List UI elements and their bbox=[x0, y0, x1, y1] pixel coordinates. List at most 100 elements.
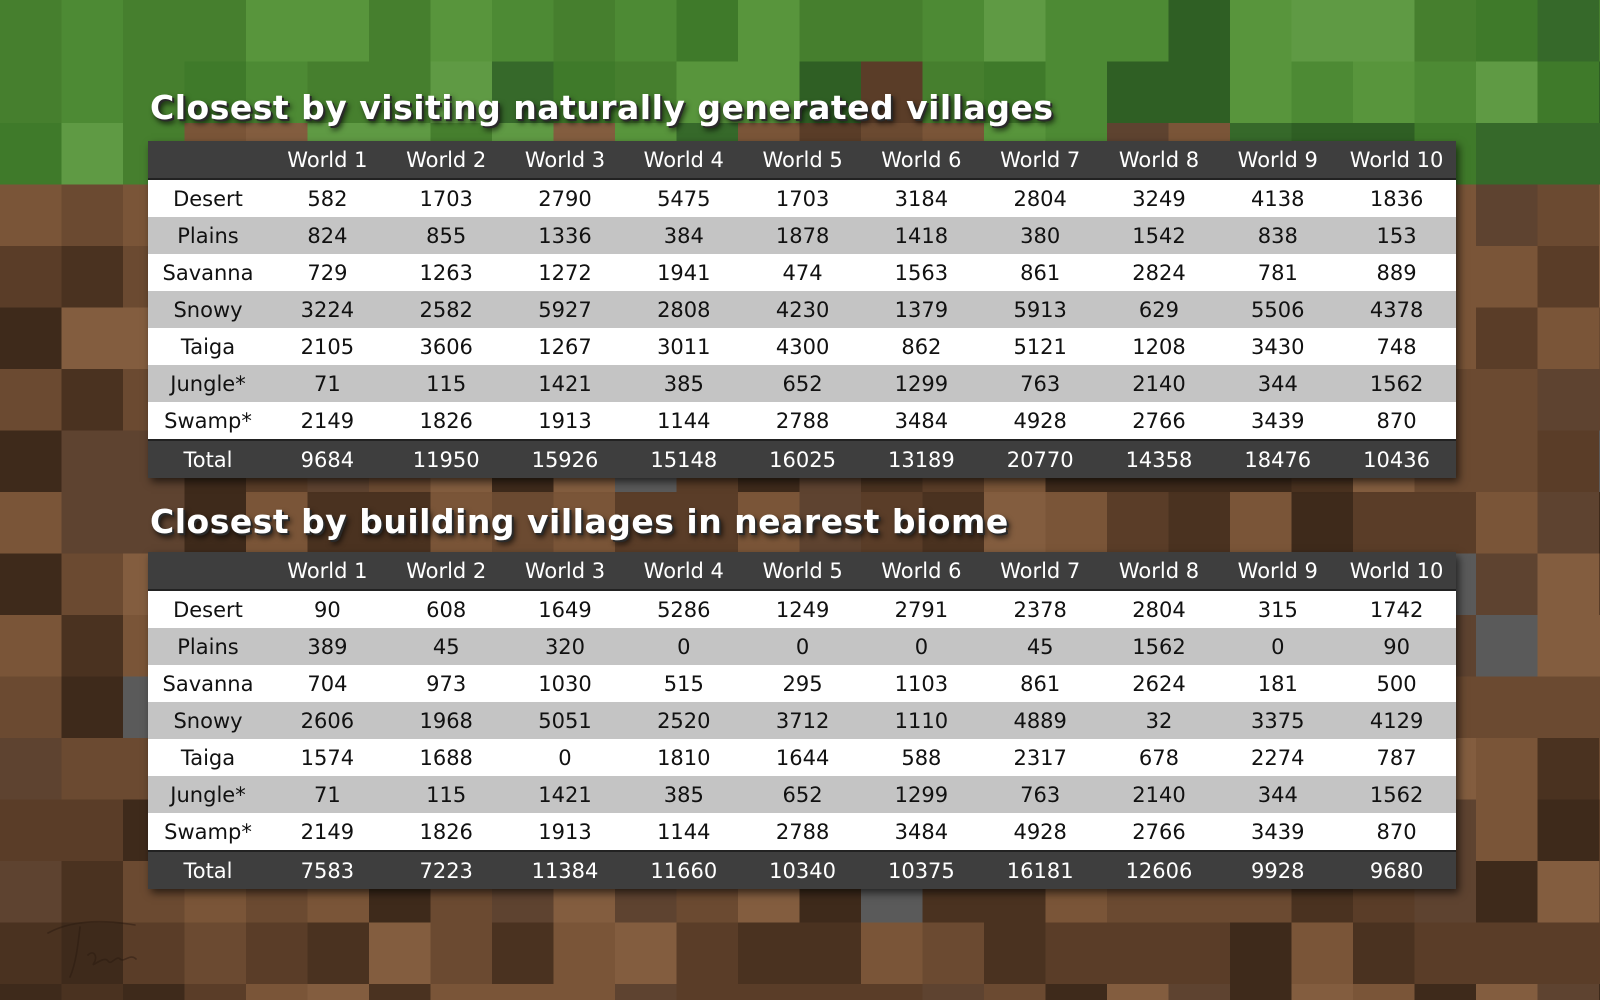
background-block bbox=[1230, 984, 1293, 1000]
background-block bbox=[61, 123, 124, 186]
background-block bbox=[1476, 615, 1539, 678]
total-row: Total 9684 11950 15926 15148 16025 13189 20770 1… bbox=[148, 439, 1456, 478]
background-block bbox=[492, 984, 555, 1000]
value-cell: 1649 bbox=[505, 590, 625, 628]
background-block bbox=[307, 492, 370, 555]
value-cell: 0 bbox=[624, 628, 744, 665]
background-block bbox=[676, 492, 739, 555]
column-header: World 6 bbox=[861, 141, 981, 180]
background-block bbox=[1107, 492, 1170, 555]
value-cell: 2606 bbox=[268, 702, 387, 739]
value-cell: 2149 bbox=[268, 402, 387, 440]
value-cell: 2804 bbox=[1099, 590, 1219, 628]
background-block bbox=[123, 61, 186, 124]
background-block bbox=[1537, 0, 1600, 63]
background-block bbox=[307, 984, 370, 1000]
background-block bbox=[246, 61, 309, 124]
table-1-title: Closest by visiting naturally generated … bbox=[150, 88, 1054, 127]
value-cell: 389 bbox=[268, 628, 387, 665]
value-cell: 729 bbox=[268, 254, 387, 291]
background-block bbox=[1168, 492, 1231, 555]
value-cell: 4300 bbox=[743, 328, 862, 365]
value-cell: 4928 bbox=[980, 813, 1100, 851]
value-cell: 5927 bbox=[505, 291, 625, 328]
column-header: World 9 bbox=[1218, 141, 1338, 180]
background-block bbox=[492, 492, 555, 555]
value-cell: 629 bbox=[1099, 291, 1219, 328]
value-cell: 380 bbox=[980, 217, 1100, 254]
row-label: Taiga bbox=[148, 328, 268, 365]
background-block bbox=[1353, 984, 1416, 1000]
column-header: World 4 bbox=[624, 552, 744, 591]
background-block bbox=[1107, 61, 1170, 124]
value-cell: 1941 bbox=[624, 254, 744, 291]
background-block bbox=[0, 922, 63, 985]
value-cell: 2808 bbox=[624, 291, 744, 328]
value-cell: 32 bbox=[1099, 702, 1219, 739]
value-cell: 1836 bbox=[1337, 179, 1456, 217]
background-block bbox=[1414, 0, 1477, 63]
value-cell: 1563 bbox=[861, 254, 981, 291]
value-cell: 1688 bbox=[386, 739, 506, 776]
table-row: Jungle* 71 115 1421 385 652 1299 763 2140 344 1562 bbox=[148, 776, 1456, 813]
table-row: Plains 389 45 320 0 0 0 45 1562 0 90 bbox=[148, 628, 1456, 665]
value-cell: 71 bbox=[268, 776, 387, 813]
value-cell: 652 bbox=[743, 776, 862, 813]
row-label: Desert bbox=[148, 590, 268, 628]
total-cell: 12606 bbox=[1099, 850, 1219, 889]
background-block bbox=[1476, 61, 1539, 124]
value-cell: 5051 bbox=[505, 702, 625, 739]
table-row: Jungle* 71 115 1421 385 652 1299 763 2140 344 1562 bbox=[148, 365, 1456, 402]
value-cell: 1703 bbox=[386, 179, 506, 217]
background-block bbox=[369, 492, 432, 555]
background-block bbox=[246, 922, 309, 985]
table-built-villages: World 1 World 2 World 3 World 4 World 5 World… bbox=[148, 552, 1456, 889]
background-block bbox=[1537, 615, 1600, 678]
background-block bbox=[61, 369, 124, 432]
value-cell: 1144 bbox=[624, 813, 744, 851]
background-block bbox=[676, 984, 739, 1000]
total-cell: 15926 bbox=[505, 439, 625, 478]
background-block bbox=[1353, 492, 1416, 555]
table-row: Savanna 704 973 1030 515 295 1103 861 2624 181 500 bbox=[148, 665, 1456, 702]
background-block bbox=[984, 492, 1047, 555]
background-block bbox=[1476, 738, 1539, 801]
value-cell: 2766 bbox=[1099, 813, 1219, 851]
background-block bbox=[1476, 676, 1539, 739]
value-cell: 1267 bbox=[505, 328, 625, 365]
value-cell: 2378 bbox=[980, 590, 1100, 628]
background-block bbox=[984, 984, 1047, 1000]
background-block bbox=[369, 984, 432, 1000]
value-cell: 1644 bbox=[743, 739, 862, 776]
value-cell: 1826 bbox=[386, 402, 506, 440]
value-cell: 3224 bbox=[268, 291, 387, 328]
background-block bbox=[123, 922, 186, 985]
value-cell: 474 bbox=[743, 254, 862, 291]
background-block bbox=[1476, 184, 1539, 247]
value-cell: 2791 bbox=[861, 590, 981, 628]
background-block bbox=[61, 922, 124, 985]
value-cell: 0 bbox=[861, 628, 981, 665]
background-block bbox=[799, 984, 862, 1000]
table-row: Swamp* 2149 1826 1913 1144 2788 3484 4928 2766 34… bbox=[148, 402, 1456, 440]
value-cell: 1263 bbox=[386, 254, 506, 291]
value-cell: 315 bbox=[1218, 590, 1338, 628]
background-block bbox=[61, 861, 124, 924]
background-block bbox=[61, 430, 124, 493]
value-cell: 385 bbox=[624, 776, 744, 813]
background-block bbox=[1476, 246, 1539, 309]
background-block bbox=[1537, 799, 1600, 862]
column-header: World 2 bbox=[386, 552, 506, 591]
background-block bbox=[123, 0, 186, 63]
background-block bbox=[922, 922, 985, 985]
value-cell: 704 bbox=[268, 665, 387, 702]
value-cell: 115 bbox=[386, 365, 506, 402]
row-label: Snowy bbox=[148, 291, 268, 328]
background-block bbox=[615, 492, 678, 555]
column-header: World 10 bbox=[1337, 552, 1456, 591]
value-cell: 344 bbox=[1218, 365, 1338, 402]
total-cell: 20770 bbox=[980, 439, 1100, 478]
value-cell: 115 bbox=[386, 776, 506, 813]
row-label: Snowy bbox=[148, 702, 268, 739]
background-block bbox=[0, 123, 63, 186]
